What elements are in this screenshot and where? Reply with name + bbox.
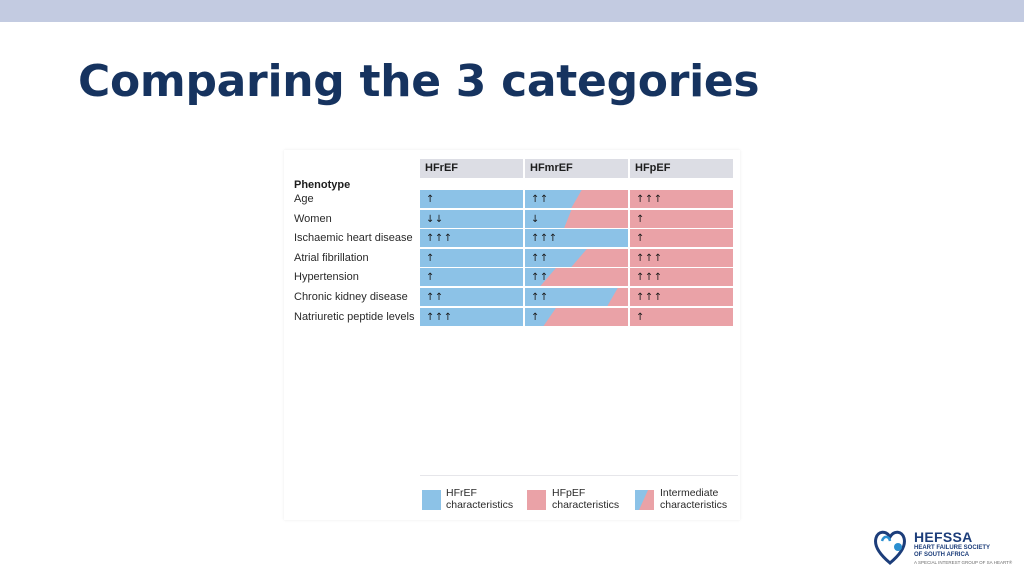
legend-label-hfpef: HFpEF characteristics bbox=[552, 487, 620, 511]
gradient-split-shape bbox=[540, 268, 628, 286]
cell-hfref: ↑ bbox=[420, 249, 523, 267]
gradient-split-shape bbox=[564, 210, 628, 228]
cell-hfref: ↓↓ bbox=[420, 210, 523, 228]
comparison-figure: HFrEF HFmrEF HFpEF Phenotype Age ↑ ↑↑ ↑↑↑ Wo… bbox=[284, 150, 740, 520]
trend-arrows: ↑↑ bbox=[531, 194, 549, 205]
legend-divider bbox=[420, 475, 738, 476]
trend-arrows: ↑ bbox=[426, 194, 435, 205]
gradient-split-shape bbox=[543, 308, 628, 326]
trend-arrows: ↑↑↑ bbox=[636, 194, 663, 205]
comparison-table: HFrEF HFmrEF HFpEF Phenotype Age ↑ ↑↑ ↑↑↑ Wo… bbox=[284, 150, 740, 520]
trend-arrows: ↑↑↑ bbox=[636, 272, 663, 283]
legend-label-hfref: HFrEF characteristics bbox=[446, 487, 514, 511]
row-label: Hypertension bbox=[294, 271, 359, 283]
gradient-split-shape bbox=[571, 190, 628, 208]
trend-arrows: ↑↑↑ bbox=[426, 233, 453, 244]
row-label: Atrial fibrillation bbox=[294, 252, 369, 264]
gradient-split-shape bbox=[571, 249, 628, 267]
cell-hfmref: ↑↑ bbox=[525, 190, 628, 208]
legend-label-intermediate: Intermediate characteristics bbox=[660, 487, 728, 511]
legend-swatch-intermediate bbox=[635, 490, 654, 510]
trend-arrows: ↑↑↑ bbox=[636, 253, 663, 264]
cell-hfpef: ↑↑↑ bbox=[630, 190, 733, 208]
row-label: Natriuretic peptide levels bbox=[294, 311, 415, 323]
trend-arrows: ↑↑ bbox=[531, 272, 549, 283]
trend-arrows: ↑↑ bbox=[426, 292, 444, 303]
row-label: Chronic kidney disease bbox=[294, 291, 408, 303]
cell-hfmref: ↑↑ bbox=[525, 288, 628, 306]
trend-arrows: ↑ bbox=[531, 312, 540, 323]
cell-hfref: ↑↑↑ bbox=[420, 229, 523, 247]
logo-tagline: A SPECIAL INTEREST GROUP OF SA HEART® bbox=[914, 560, 1013, 565]
cell-hfpef: ↑↑↑ bbox=[630, 288, 733, 306]
trend-arrows: ↑↑ bbox=[531, 292, 549, 303]
column-header-hfref: HFrEF bbox=[420, 159, 523, 178]
gradient-split-shape bbox=[607, 288, 628, 306]
trend-arrows: ↓↓ bbox=[426, 214, 444, 225]
phenotype-label: Phenotype bbox=[294, 179, 351, 191]
cell-hfpef: ↑↑↑ bbox=[630, 268, 733, 286]
cell-hfref: ↑↑↑ bbox=[420, 308, 523, 326]
trend-arrows: ↑↑↑ bbox=[531, 233, 558, 244]
logo-name: HEFSSA bbox=[914, 529, 973, 545]
trend-arrows: ↑↑ bbox=[531, 253, 549, 264]
heart-logo-icon bbox=[874, 530, 906, 565]
column-header-hfpef: HFpEF bbox=[630, 159, 733, 178]
row-label: Women bbox=[294, 213, 332, 225]
row-label: Age bbox=[294, 193, 314, 205]
cell-hfmref: ↑↑ bbox=[525, 249, 628, 267]
trend-arrows: ↑ bbox=[426, 272, 435, 283]
cell-hfpef: ↑ bbox=[630, 210, 733, 228]
trend-arrows: ↑ bbox=[636, 214, 645, 225]
cell-hfmref: ↑ bbox=[525, 308, 628, 326]
cell-hfref: ↑ bbox=[420, 190, 523, 208]
row-label: Ischaemic heart disease bbox=[294, 232, 413, 244]
trend-arrows: ↑ bbox=[636, 233, 645, 244]
cell-hfpef: ↑ bbox=[630, 308, 733, 326]
slide-title: Comparing the 3 categories bbox=[78, 56, 760, 107]
cell-hfref: ↑↑ bbox=[420, 288, 523, 306]
cell-hfmref: ↓ bbox=[525, 210, 628, 228]
cell-hfpef: ↑ bbox=[630, 229, 733, 247]
cell-hfpef: ↑↑↑ bbox=[630, 249, 733, 267]
cell-hfmref: ↑↑ bbox=[525, 268, 628, 286]
logo-subtitle: HEART FAILURE SOCIETY OF SOUTH AFRICA bbox=[914, 545, 991, 558]
cell-hfmref: ↑↑↑ bbox=[525, 229, 628, 247]
column-header-hfmref: HFmrEF bbox=[525, 159, 628, 178]
top-banner bbox=[0, 0, 1024, 22]
legend-swatch-hfref bbox=[422, 490, 441, 510]
trend-arrows: ↑↑↑ bbox=[426, 312, 453, 323]
trend-arrows: ↑ bbox=[636, 312, 645, 323]
trend-arrows: ↓ bbox=[531, 214, 540, 225]
hefssa-logo: HEFSSA HEART FAILURE SOCIETY OF SOUTH AFR… bbox=[872, 527, 1022, 569]
legend-swatch-hfpef bbox=[527, 490, 546, 510]
trend-arrows: ↑ bbox=[426, 253, 435, 264]
trend-arrows: ↑↑↑ bbox=[636, 292, 663, 303]
cell-hfref: ↑ bbox=[420, 268, 523, 286]
